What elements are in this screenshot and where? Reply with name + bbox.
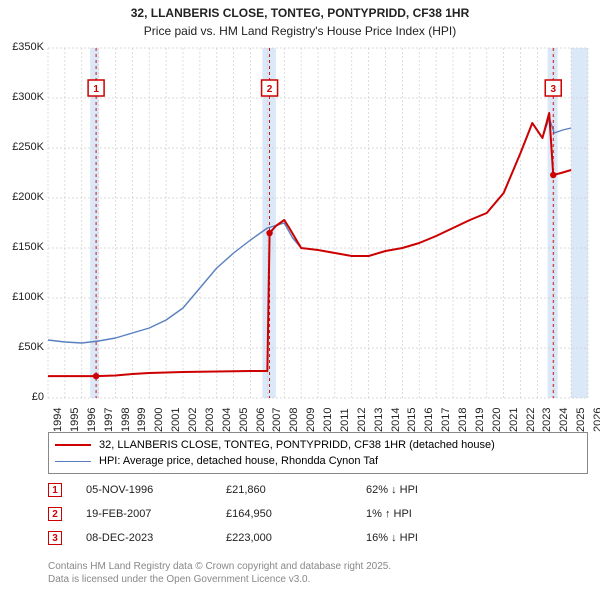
legend-swatch-0 bbox=[55, 444, 91, 446]
x-tick-label: 2020 bbox=[491, 402, 503, 432]
x-tick-label: 1994 bbox=[52, 402, 64, 432]
x-tick-label: 2014 bbox=[390, 402, 402, 432]
x-tick-label: 2015 bbox=[406, 402, 418, 432]
y-tick-label: £50K bbox=[2, 341, 44, 353]
x-tick-label: 2007 bbox=[271, 402, 283, 432]
x-tick-label: 1996 bbox=[86, 402, 98, 432]
legend-row: HPI: Average price, detached house, Rhon… bbox=[55, 453, 581, 469]
y-tick-label: £100K bbox=[2, 291, 44, 303]
y-tick-label: £200K bbox=[2, 191, 44, 203]
y-tick-label: £250K bbox=[2, 141, 44, 153]
x-tick-label: 1997 bbox=[103, 402, 115, 432]
legend: 32, LLANBERIS CLOSE, TONTEG, PONTYPRIDD,… bbox=[48, 432, 588, 474]
event-date: 19-FEB-2007 bbox=[86, 508, 226, 520]
event-row: 1 05-NOV-1996 £21,860 62% ↓ HPI bbox=[48, 478, 588, 502]
x-tick-label: 2022 bbox=[525, 402, 537, 432]
legend-swatch-1 bbox=[55, 461, 91, 462]
x-tick-label: 2012 bbox=[356, 402, 368, 432]
event-price: £21,860 bbox=[226, 484, 366, 496]
x-tick-label: 2002 bbox=[187, 402, 199, 432]
event-price: £164,950 bbox=[226, 508, 366, 520]
svg-text:1: 1 bbox=[93, 84, 99, 95]
chart-plot-area: 1 2 3 bbox=[48, 48, 588, 398]
x-tick-label: 2023 bbox=[541, 402, 553, 432]
x-tick-label: 2018 bbox=[457, 402, 469, 432]
event-date: 08-DEC-2023 bbox=[86, 532, 226, 544]
event-row: 3 08-DEC-2023 £223,000 16% ↓ HPI bbox=[48, 526, 588, 550]
x-tick-label: 2009 bbox=[305, 402, 317, 432]
event-price: £223,000 bbox=[226, 532, 366, 544]
chart-container: 32, LLANBERIS CLOSE, TONTEG, PONTYPRIDD,… bbox=[0, 0, 600, 590]
x-tick-label: 2010 bbox=[322, 402, 334, 432]
event-date: 05-NOV-1996 bbox=[86, 484, 226, 496]
event-marker-2: 2 bbox=[48, 507, 62, 521]
x-tick-label: 2021 bbox=[508, 402, 520, 432]
chart-title-1: 32, LLANBERIS CLOSE, TONTEG, PONTYPRIDD,… bbox=[0, 0, 600, 24]
footer-line-1: Contains HM Land Registry data © Crown c… bbox=[48, 560, 588, 573]
x-tick-label: 2016 bbox=[423, 402, 435, 432]
footer-line-2: Data is licensed under the Open Governme… bbox=[48, 573, 588, 586]
y-tick-label: £0 bbox=[2, 391, 44, 403]
svg-text:3: 3 bbox=[550, 84, 556, 95]
legend-label-1: HPI: Average price, detached house, Rhon… bbox=[99, 455, 378, 467]
chart-title-2: Price paid vs. HM Land Registry's House … bbox=[0, 24, 600, 42]
x-tick-label: 2017 bbox=[440, 402, 452, 432]
footer-attribution: Contains HM Land Registry data © Crown c… bbox=[48, 560, 588, 586]
x-tick-label: 2025 bbox=[575, 402, 587, 432]
event-delta: 16% ↓ HPI bbox=[366, 532, 506, 544]
x-tick-label: 2005 bbox=[238, 402, 250, 432]
x-tick-label: 2003 bbox=[204, 402, 216, 432]
legend-row: 32, LLANBERIS CLOSE, TONTEG, PONTYPRIDD,… bbox=[55, 437, 581, 453]
chart-svg: 1 2 3 bbox=[48, 48, 588, 398]
event-marker-1: 1 bbox=[48, 483, 62, 497]
x-tick-label: 2011 bbox=[339, 402, 351, 432]
x-tick-label: 1999 bbox=[136, 402, 148, 432]
event-row: 2 19-FEB-2007 £164,950 1% ↑ HPI bbox=[48, 502, 588, 526]
event-delta: 1% ↑ HPI bbox=[366, 508, 506, 520]
x-tick-label: 2001 bbox=[170, 402, 182, 432]
legend-label-0: 32, LLANBERIS CLOSE, TONTEG, PONTYPRIDD,… bbox=[99, 439, 495, 451]
svg-text:2: 2 bbox=[267, 84, 273, 95]
x-tick-label: 2008 bbox=[288, 402, 300, 432]
x-tick-label: 1998 bbox=[120, 402, 132, 432]
x-tick-label: 2026 bbox=[592, 402, 600, 432]
events-table: 1 05-NOV-1996 £21,860 62% ↓ HPI 2 19-FEB… bbox=[48, 478, 588, 550]
x-tick-label: 2019 bbox=[474, 402, 486, 432]
y-tick-label: £300K bbox=[2, 91, 44, 103]
y-tick-label: £350K bbox=[2, 41, 44, 53]
event-delta: 62% ↓ HPI bbox=[366, 484, 506, 496]
x-tick-label: 1995 bbox=[69, 402, 81, 432]
x-tick-label: 2024 bbox=[558, 402, 570, 432]
x-tick-label: 2013 bbox=[373, 402, 385, 432]
y-tick-label: £150K bbox=[2, 241, 44, 253]
x-tick-label: 2004 bbox=[221, 402, 233, 432]
x-tick-label: 2006 bbox=[255, 402, 267, 432]
event-marker-3: 3 bbox=[48, 531, 62, 545]
x-tick-label: 2000 bbox=[153, 402, 165, 432]
